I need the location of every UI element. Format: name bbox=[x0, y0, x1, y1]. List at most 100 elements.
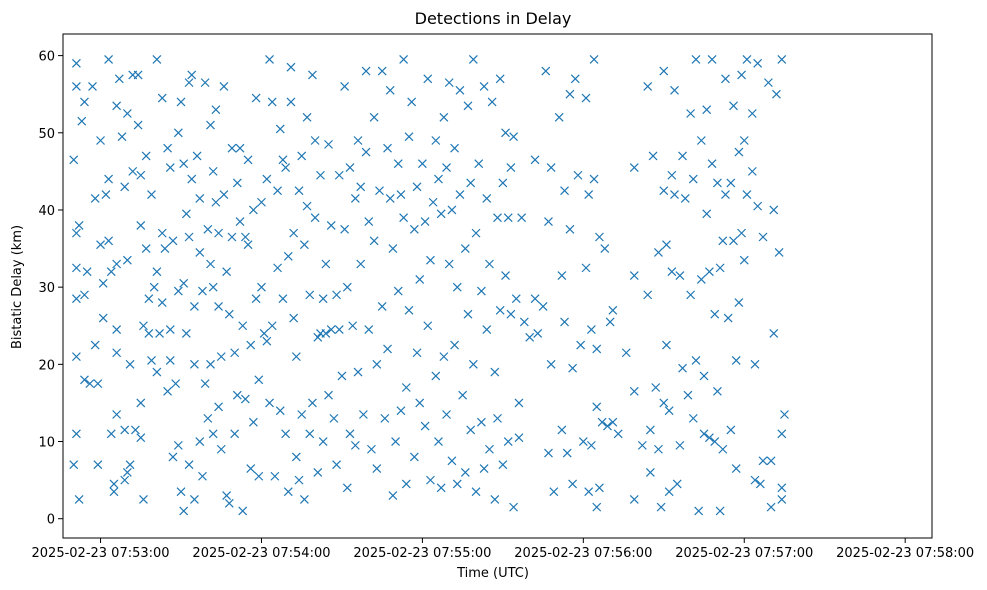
data-point bbox=[675, 440, 685, 450]
data-point bbox=[777, 429, 787, 439]
data-point bbox=[340, 224, 350, 234]
data-point bbox=[80, 97, 89, 107]
data-point bbox=[155, 329, 164, 338]
data-point bbox=[412, 348, 422, 358]
data-point bbox=[506, 163, 516, 172]
data-point bbox=[198, 286, 207, 296]
data-point bbox=[275, 406, 285, 416]
data-point bbox=[731, 464, 741, 473]
data-point bbox=[509, 502, 519, 512]
data-point bbox=[530, 294, 540, 304]
data-point bbox=[367, 444, 376, 454]
data-point bbox=[380, 413, 390, 423]
data-point bbox=[721, 74, 730, 84]
data-point bbox=[246, 464, 256, 473]
data-point bbox=[511, 294, 521, 304]
data-point bbox=[144, 294, 154, 304]
data-point bbox=[557, 425, 567, 435]
data-point bbox=[777, 55, 787, 64]
data-point bbox=[696, 275, 706, 284]
data-point bbox=[329, 413, 339, 423]
data-point bbox=[149, 282, 159, 292]
data-point bbox=[576, 340, 586, 350]
data-point bbox=[152, 367, 162, 377]
data-point bbox=[316, 170, 325, 180]
y-tick-label: 0 bbox=[47, 513, 55, 528]
data-point bbox=[179, 506, 189, 516]
data-point bbox=[686, 290, 696, 300]
data-point bbox=[257, 282, 266, 292]
plot-frame bbox=[62, 33, 933, 539]
data-point bbox=[147, 190, 156, 199]
data-point bbox=[195, 193, 205, 203]
data-point bbox=[495, 305, 505, 315]
data-point bbox=[442, 163, 451, 172]
data-point bbox=[699, 429, 709, 439]
data-point bbox=[249, 417, 258, 427]
data-point bbox=[485, 444, 494, 454]
data-point bbox=[702, 105, 712, 115]
data-point bbox=[318, 294, 328, 304]
data-point bbox=[176, 487, 186, 497]
data-point bbox=[729, 101, 738, 111]
x-tick-label: 2025-02-23 07:54:00 bbox=[192, 546, 330, 561]
data-point bbox=[584, 190, 594, 199]
data-point bbox=[176, 97, 186, 107]
data-point bbox=[294, 186, 304, 196]
data-point bbox=[680, 193, 690, 203]
data-point bbox=[340, 82, 350, 91]
data-point bbox=[71, 352, 81, 362]
data-point bbox=[734, 147, 744, 157]
data-point bbox=[774, 248, 784, 257]
data-point bbox=[181, 209, 191, 219]
data-point bbox=[171, 379, 181, 389]
y-tick-label: 40 bbox=[38, 204, 55, 219]
data-point bbox=[235, 143, 245, 153]
data-point bbox=[568, 479, 578, 489]
data-point bbox=[393, 286, 403, 296]
data-point bbox=[696, 136, 706, 145]
data-point bbox=[294, 475, 304, 485]
data-point bbox=[270, 471, 280, 481]
data-point bbox=[267, 321, 277, 331]
data-point bbox=[541, 66, 551, 76]
data-point bbox=[337, 371, 347, 381]
data-point bbox=[656, 502, 666, 512]
data-point bbox=[141, 244, 151, 253]
data-point bbox=[173, 286, 183, 296]
data-point bbox=[184, 460, 194, 470]
data-point bbox=[265, 55, 274, 64]
x-tick-label: 2025-02-23 07:56:00 bbox=[514, 546, 652, 561]
data-point bbox=[179, 278, 189, 288]
data-point bbox=[238, 321, 248, 331]
data-point bbox=[643, 290, 653, 300]
data-point bbox=[659, 186, 669, 196]
data-point bbox=[232, 390, 242, 400]
data-point bbox=[313, 332, 323, 342]
data-point bbox=[710, 437, 720, 446]
data-point bbox=[350, 193, 360, 203]
data-point bbox=[503, 437, 513, 446]
data-point bbox=[578, 437, 588, 446]
data-point bbox=[125, 460, 135, 470]
data-point bbox=[525, 332, 535, 342]
data-point bbox=[227, 143, 237, 153]
data-point bbox=[769, 205, 779, 215]
data-point bbox=[249, 205, 258, 215]
data-point bbox=[721, 190, 730, 199]
data-point bbox=[302, 201, 312, 211]
data-point bbox=[104, 174, 114, 184]
data-point bbox=[90, 340, 100, 350]
data-point bbox=[592, 344, 602, 354]
data-point bbox=[246, 340, 256, 350]
data-point bbox=[157, 298, 167, 308]
data-point bbox=[415, 398, 425, 408]
data-point bbox=[592, 502, 602, 512]
data-point bbox=[163, 386, 173, 396]
data-point bbox=[420, 421, 430, 431]
data-point bbox=[372, 464, 382, 473]
data-point bbox=[455, 85, 465, 95]
data-point bbox=[769, 329, 779, 338]
data-point bbox=[546, 163, 556, 172]
data-point bbox=[710, 309, 720, 319]
